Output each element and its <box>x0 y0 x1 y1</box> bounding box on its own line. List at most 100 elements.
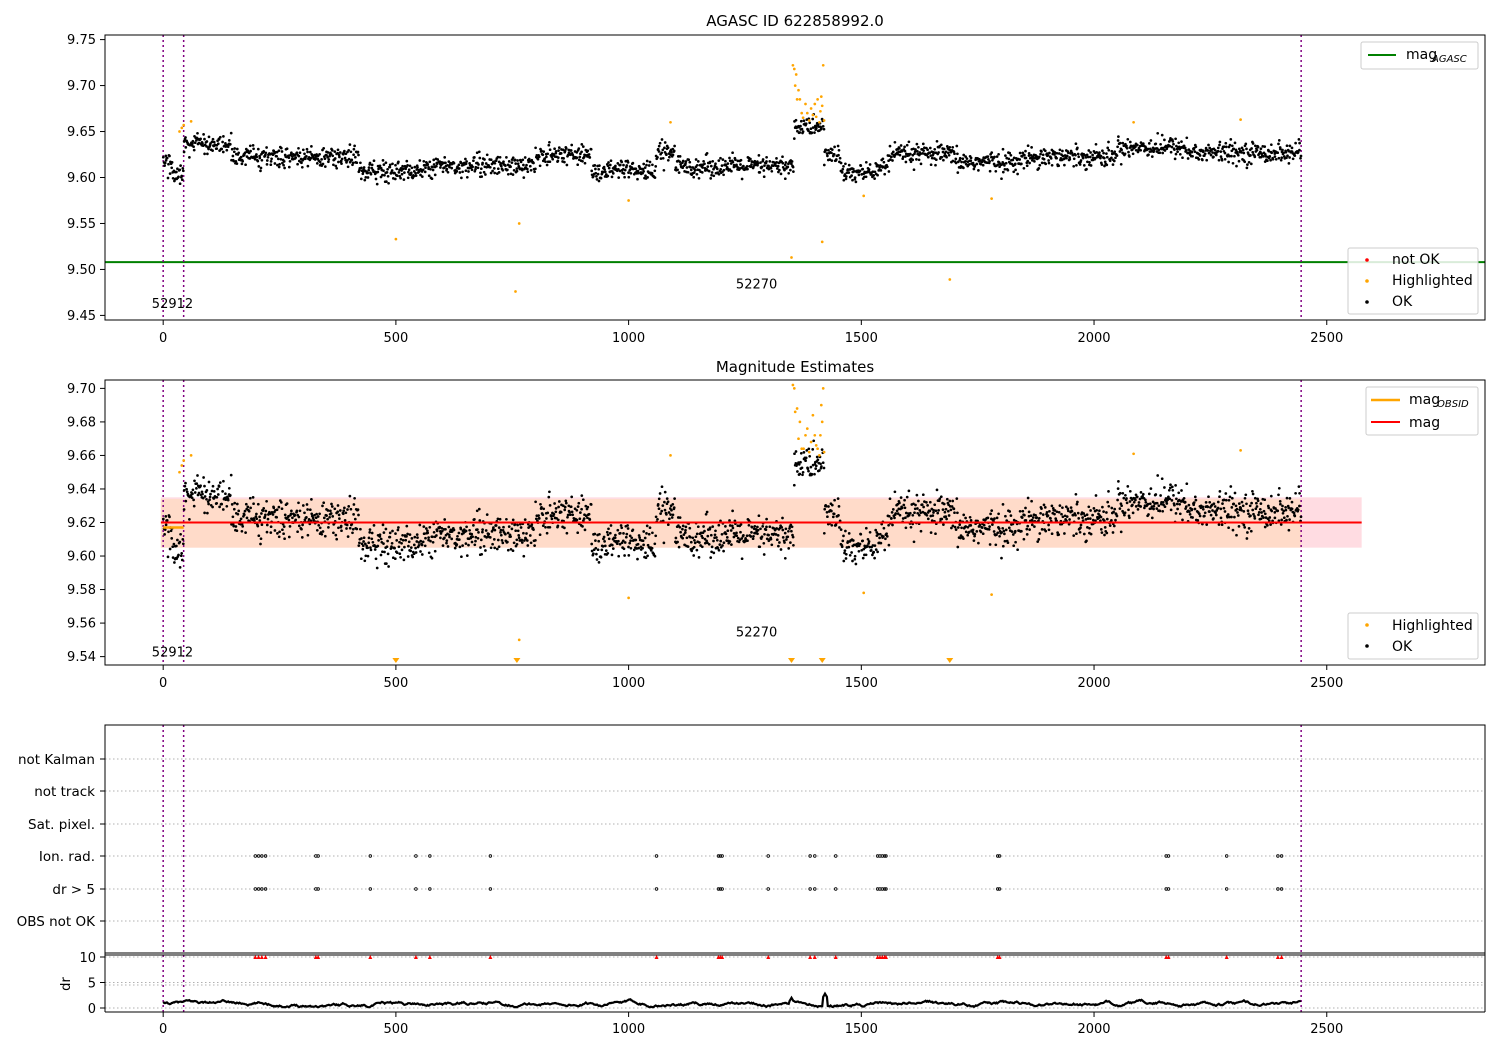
ok-point <box>971 528 975 532</box>
ok-point <box>547 495 551 499</box>
ok-point <box>1218 495 1221 499</box>
ok-point <box>997 152 1000 156</box>
below-range-marker <box>513 658 521 663</box>
ok-point <box>209 492 212 496</box>
ok-point <box>557 149 560 152</box>
ok-point <box>491 169 494 173</box>
ok-point <box>762 169 766 172</box>
ok-point <box>672 149 676 153</box>
ok-point <box>801 473 804 477</box>
ok-point <box>994 543 998 547</box>
ok-point <box>1043 149 1047 153</box>
ok-point <box>1112 510 1115 514</box>
ok-point <box>1286 154 1289 158</box>
ok-point <box>1125 497 1128 500</box>
ok-point <box>1003 532 1006 536</box>
ok-point <box>1196 519 1200 522</box>
ok-point <box>1031 157 1035 160</box>
ok-point <box>663 146 666 150</box>
ok-point <box>1287 528 1291 532</box>
ok-point <box>1069 506 1073 509</box>
ok-point <box>934 158 938 162</box>
ok-point <box>549 514 553 518</box>
ok-point <box>1055 151 1059 155</box>
ok-point <box>296 162 299 166</box>
highlighted-point <box>822 450 826 454</box>
ok-point <box>439 532 443 535</box>
ok-point <box>210 140 214 144</box>
ok-point <box>499 533 503 537</box>
ok-point <box>977 169 980 172</box>
ok-point <box>1011 158 1015 162</box>
ok-point <box>852 170 856 173</box>
ok-point <box>278 530 281 534</box>
ok-point <box>584 514 588 518</box>
ok-point <box>496 517 500 521</box>
ok-point <box>295 509 299 513</box>
ok-point <box>1185 482 1189 486</box>
ok-point <box>188 518 191 521</box>
ok-point <box>955 497 959 500</box>
ok-point <box>644 551 647 555</box>
ok-point <box>1005 156 1009 160</box>
ok-point <box>206 511 209 515</box>
ok-point <box>424 166 427 170</box>
ok-point <box>1057 533 1061 536</box>
ok-point <box>366 554 370 558</box>
ok-point <box>1277 493 1280 497</box>
ok-point <box>1074 513 1077 517</box>
ok-point <box>587 512 591 516</box>
ok-point <box>720 164 724 167</box>
ok-point <box>956 526 960 529</box>
ok-point <box>303 152 306 156</box>
ok-point <box>866 537 870 541</box>
ok-point <box>1186 157 1190 160</box>
ok-point <box>941 150 945 154</box>
ok-point <box>337 526 340 530</box>
ok-point <box>358 541 361 545</box>
ok-point <box>326 509 330 512</box>
ok-point <box>1054 517 1058 520</box>
ok-point <box>371 540 375 544</box>
ok-point <box>904 155 907 158</box>
ok-point <box>424 527 428 530</box>
ok-point <box>1235 507 1239 511</box>
ok-point <box>266 517 270 521</box>
ok-point <box>1251 489 1254 493</box>
ok-point <box>1259 147 1263 151</box>
ok-point <box>1285 144 1289 148</box>
flag-marker <box>716 854 721 858</box>
ok-point <box>928 146 932 150</box>
ok-point <box>248 144 252 148</box>
ok-point <box>825 152 829 155</box>
ok-point <box>285 147 289 151</box>
ok-point <box>763 532 766 536</box>
ok-point <box>452 161 456 165</box>
ok-point <box>735 531 738 535</box>
ok-point <box>431 165 434 169</box>
ok-point <box>1228 143 1232 147</box>
ok-point <box>580 494 584 497</box>
ok-point <box>431 168 435 172</box>
ok-point <box>1115 154 1119 157</box>
ok-point <box>580 143 584 146</box>
ok-point <box>1296 508 1300 512</box>
ok-point <box>1268 516 1272 519</box>
ok-point <box>934 163 937 167</box>
ok-point <box>546 511 550 515</box>
ok-point <box>215 147 219 150</box>
ok-point <box>916 511 920 515</box>
ok-point <box>400 172 404 176</box>
ok-point <box>717 523 721 527</box>
ok-point <box>255 153 258 156</box>
ok-point <box>1134 505 1138 508</box>
ok-point <box>352 513 355 516</box>
ok-point <box>523 156 527 159</box>
y-tick-label: 5 <box>88 977 96 992</box>
ok-point <box>353 155 357 159</box>
ok-point <box>222 135 225 138</box>
ok-point <box>342 509 346 513</box>
ok-point <box>545 531 549 535</box>
ok-point <box>634 538 638 542</box>
ok-point <box>679 530 682 534</box>
